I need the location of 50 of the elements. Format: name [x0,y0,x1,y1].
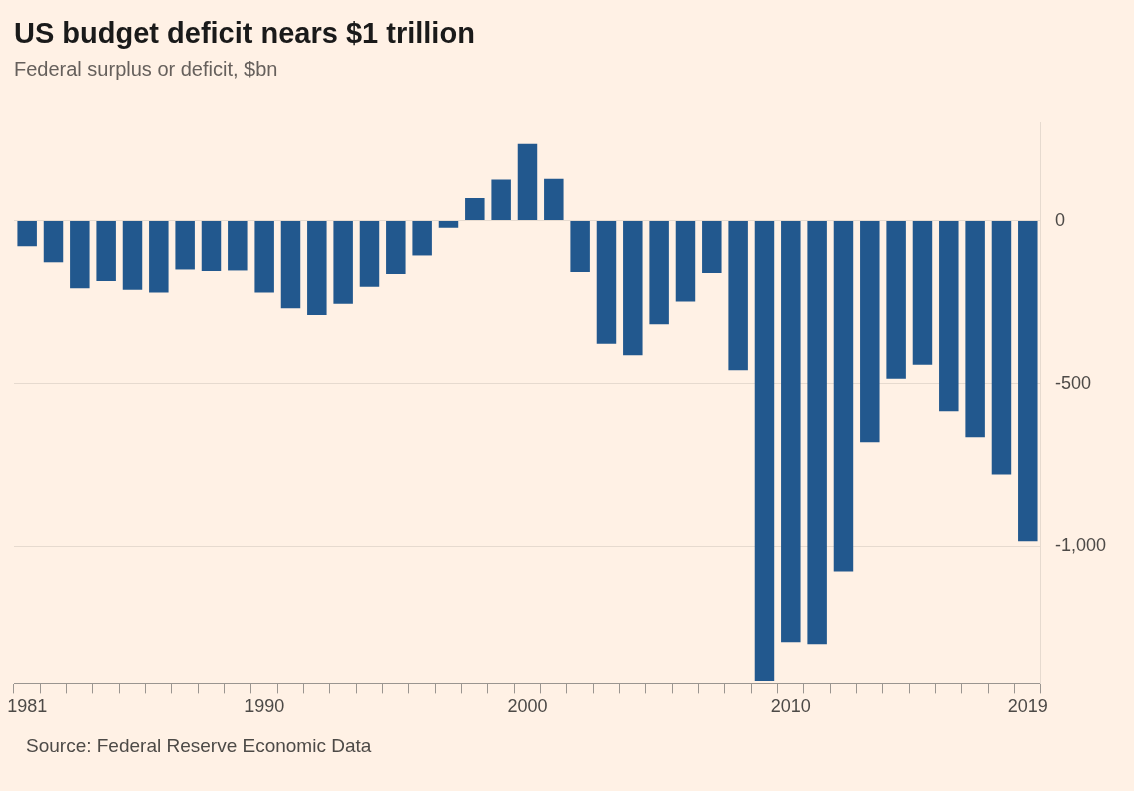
x-tick-label: 2010 [770,696,811,717]
bar [675,221,696,302]
bar [149,221,169,293]
x-tick-label: 2019 [1007,696,1048,717]
bar [570,221,590,273]
bar [728,221,748,371]
x-tick-label: 2000 [507,696,548,717]
source-note: Source: Federal Reserve Economic Data [26,735,372,756]
bar [228,221,248,271]
bar [833,221,854,572]
bar [912,221,933,365]
bar [596,221,617,344]
bar [412,221,432,256]
bar [965,221,985,438]
bar [649,221,669,325]
bar [70,221,90,289]
bar [807,221,827,645]
bar [254,221,274,293]
bar [623,221,643,356]
bar [1018,221,1038,542]
bar [991,221,1012,475]
bar [96,221,116,281]
bar [517,143,538,221]
bar [465,198,485,221]
bar [860,221,880,443]
y-tick-label: -1,000 [1054,535,1107,556]
x-tick-label: 1981 [7,696,48,717]
bar [702,221,722,274]
y-tick-label: 0 [1054,209,1065,230]
bar [17,221,37,247]
bar [491,179,511,221]
bar [438,221,459,228]
bar [359,221,380,287]
chart-subtitle: Federal surplus or deficit, $bn [14,58,278,81]
bar [544,178,564,221]
bar [175,221,195,270]
bar [939,221,959,412]
bar [201,221,222,272]
bar [333,221,353,304]
bar [307,221,327,316]
bar [386,221,406,275]
bar [886,221,906,379]
y-tick-label: -500 [1054,372,1091,393]
bar [122,221,143,290]
bar [754,221,775,682]
x-tick-label: 1990 [244,696,285,717]
chart-title: US budget deficit nears $1 trillion [14,17,475,50]
bar [280,221,301,309]
bar [43,221,64,263]
bar [781,221,801,643]
